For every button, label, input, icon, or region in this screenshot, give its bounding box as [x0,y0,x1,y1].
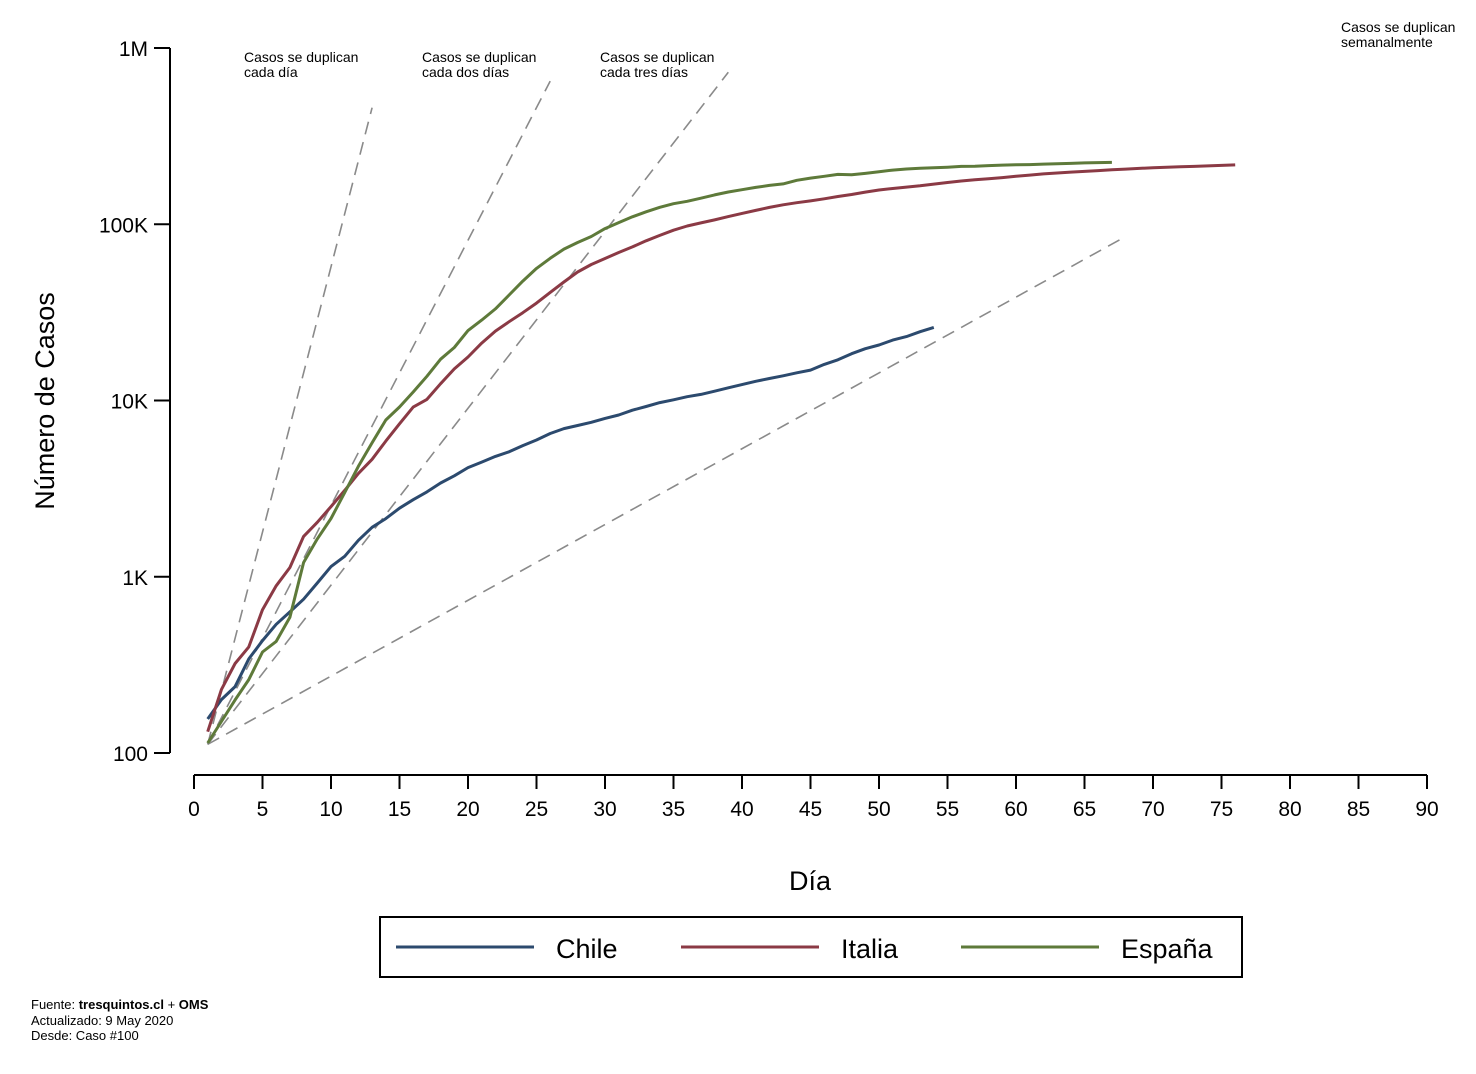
series-line [206,160,1112,744]
reference-label: Casos se duplican cada tres días [600,49,714,80]
reference-label-line: Casos se duplican [244,49,358,65]
reference-label-line: Casos se duplican [1341,19,1455,35]
x-axis-title: Día [789,866,832,896]
x-tick-label: 75 [1210,798,1233,821]
reference-label-line: cada día [244,64,298,80]
x-tick-label: 85 [1347,798,1370,821]
x-tick-label: 20 [456,798,479,821]
x-tick-label: 25 [525,798,548,821]
y-axis: 100 1K 10K 100K 1M [99,38,171,766]
since-line: Desde: Caso #100 [31,1028,139,1043]
reference-line [206,107,373,745]
y-tick-label: 1K [122,567,148,590]
legend-label: Chile [556,934,618,964]
reference-label: Casos se duplican cada día [244,49,358,80]
series-line [206,325,935,720]
series-line [206,163,1236,733]
source-join: + [163,997,179,1012]
source-footer: Fuente: tresquintos.cl + OMS Actualizado… [31,997,208,1044]
reference-line [207,71,729,745]
x-tick-label: 90 [1415,798,1438,821]
y-tick-label: 100K [99,214,148,237]
x-tick-label: 30 [593,798,616,821]
x-tick-label: 50 [867,798,890,821]
reference-label-line: Casos se duplican [422,49,536,65]
x-tick-label: 80 [1278,798,1301,821]
x-axis: 0 5 10 15 20 25 30 35 40 45 50 55 60 65 70 75 80 85 90 [188,774,1439,821]
reference-label: Casos se duplican cada dos días [422,49,536,80]
x-tick-label: 15 [388,798,411,821]
legend: Chile Italia España [379,916,1243,978]
source-org: OMS [178,997,209,1012]
x-tick-label: 70 [1141,798,1164,821]
reference-label-line: cada tres días [600,64,688,80]
x-tick-label: 45 [799,798,822,821]
x-tick-label: 0 [188,798,200,821]
reference-lines [206,71,1126,746]
reference-label-line: cada dos días [422,64,509,80]
legend-label: Italia [841,934,899,964]
source-line: Fuente: tresquintos.cl + OMS [31,997,208,1013]
reference-label-line: Casos se duplican [600,49,714,65]
reference-label: Casos se duplican semanalmente [1341,19,1455,50]
x-tick-label: 55 [936,798,959,821]
updated-line: Actualizado: 9 May 2020 [31,1012,174,1028]
y-tick-label: 100 [113,743,148,766]
y-axis-title: Número de Casos [30,292,60,510]
y-tick-label: 10K [111,391,148,414]
x-tick-label: 60 [1004,798,1027,821]
reference-line [207,235,1126,746]
x-tick-label: 5 [257,798,269,821]
series-lines [206,160,1236,744]
x-tick-label: 10 [319,798,342,821]
source-prefix: Fuente: [31,997,79,1012]
reference-label-line: semanalmente [1341,34,1433,50]
x-tick-label: 35 [662,798,685,821]
legend-label: España [1121,934,1214,964]
x-tick-label: 65 [1073,798,1096,821]
x-tick-label: 40 [730,798,753,821]
y-tick-label: 1M [119,38,148,61]
source-site: tresquintos.cl [78,997,164,1012]
